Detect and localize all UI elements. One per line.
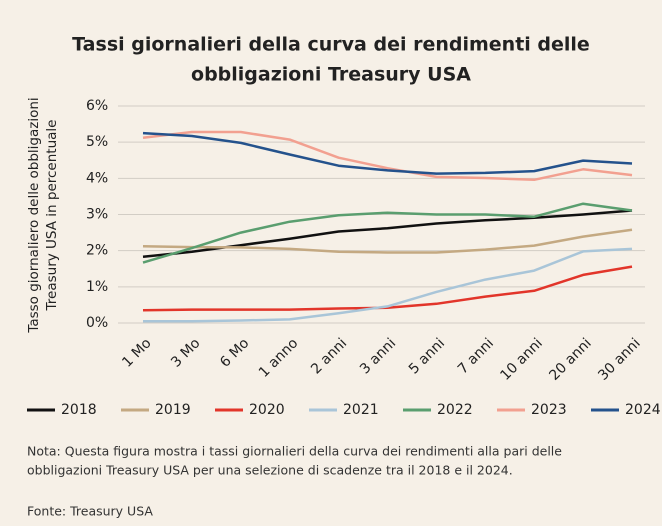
- legend-label: 2019: [155, 402, 191, 418]
- legend-label: 2021: [343, 402, 379, 418]
- x-tick-label: 10 anni: [497, 335, 545, 383]
- legend-label: 2023: [531, 402, 567, 418]
- y-tick-label: 3%: [86, 207, 108, 223]
- y-axis-label: Treasury USA in percentuale: [44, 120, 60, 312]
- y-tick-label: 4%: [86, 170, 108, 186]
- x-tick-label: 1 anno: [256, 335, 301, 380]
- legend-label: 2022: [437, 402, 473, 418]
- y-tick-label: 1%: [86, 279, 108, 295]
- x-tick-label: 30 anni: [595, 335, 643, 383]
- legend-label: 2020: [249, 402, 285, 418]
- series-line: [142, 209, 633, 259]
- series-line: [142, 265, 633, 312]
- source: Fonte: Treasury USA: [27, 504, 153, 519]
- series-line: [142, 202, 633, 264]
- y-axis-label: Tasso giornaliero delle obbligazioni: [26, 97, 42, 333]
- legend-label: 2024: [625, 402, 661, 418]
- x-tick-label: 5 anni: [406, 335, 448, 377]
- legend-label: 2018: [61, 402, 97, 418]
- y-tick-label: 5%: [86, 134, 108, 150]
- x-tick-label: 7 anni: [455, 335, 497, 377]
- note: obbligazioni Treasury USA per una selezi…: [27, 463, 513, 478]
- series-line: [143, 247, 633, 323]
- note: Nota: Questa figura mostra i tassi giorn…: [27, 444, 562, 459]
- series-line: [142, 131, 633, 175]
- chart-title: Tassi giornalieri della curva dei rendim…: [72, 34, 590, 56]
- series-line: [142, 130, 633, 182]
- x-tick-label: 3 anni: [357, 335, 399, 377]
- x-tick-label: 1 Mo: [119, 335, 154, 370]
- x-tick-label: 3 Mo: [168, 335, 203, 370]
- chart-title: obbligazioni Treasury USA: [191, 64, 471, 86]
- series-line: [142, 228, 633, 254]
- x-tick-label: 20 anni: [546, 335, 594, 383]
- y-tick-label: 2%: [86, 243, 108, 259]
- x-tick-label: 6 Mo: [217, 335, 252, 370]
- y-tick-label: 0%: [86, 315, 108, 331]
- x-tick-label: 2 anni: [308, 335, 350, 377]
- y-tick-label: 6%: [86, 98, 108, 114]
